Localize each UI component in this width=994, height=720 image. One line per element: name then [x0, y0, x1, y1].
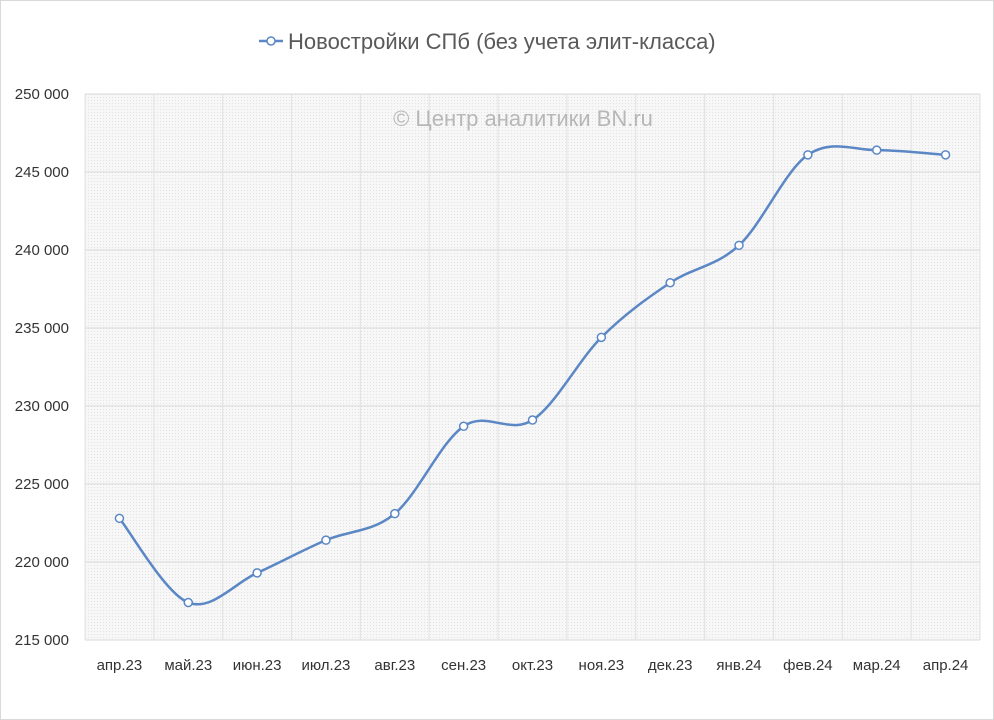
plot-area — [85, 94, 980, 640]
x-tick-label: апр.23 — [97, 657, 143, 674]
y-tick-label: 225 000 — [15, 476, 69, 493]
data-point[interactable] — [803, 150, 813, 160]
watermark: © Центр аналитики BN.ru — [393, 106, 653, 131]
legend-label: Новостройки СПб (без учета элит-класса) — [288, 29, 716, 54]
data-point[interactable] — [390, 508, 400, 519]
x-tick-label: окт.23 — [512, 657, 553, 674]
x-tick-label: апр.24 — [923, 657, 969, 674]
data-point[interactable] — [734, 240, 744, 251]
x-tick-label: ноя.23 — [579, 657, 625, 674]
legend: Новостройки СПб (без учета элит-класса) — [259, 29, 716, 54]
x-tick-label: авг.23 — [374, 657, 415, 674]
y-tick-label: 235 000 — [15, 320, 69, 337]
x-axis: апр.23 май.23 июн.23 июл.23 авг.23 сен.23 окт.… — [97, 657, 969, 674]
y-tick-label: 230 000 — [15, 398, 69, 415]
data-point[interactable] — [940, 150, 951, 160]
y-tick-label: 250 000 — [15, 86, 69, 103]
x-tick-label: июл.23 — [302, 657, 351, 674]
data-point[interactable] — [596, 332, 607, 343]
legend-point-marker — [266, 36, 276, 46]
series-layer — [114, 145, 951, 608]
data-point[interactable] — [871, 145, 882, 155]
data-point[interactable] — [114, 513, 125, 524]
y-axis: 215 000 220 000 225 000 230 000 235 000 240 0… — [15, 86, 69, 649]
x-tick-label: мар.24 — [853, 657, 901, 674]
x-tick-label: май.23 — [164, 657, 212, 674]
data-point[interactable] — [183, 597, 194, 608]
x-tick-label: фев.24 — [783, 657, 833, 674]
data-point[interactable] — [527, 415, 538, 425]
data-point[interactable] — [252, 568, 262, 578]
x-tick-label: дек.23 — [648, 657, 693, 674]
x-tick-label: июн.23 — [233, 657, 282, 674]
y-tick-label: 245 000 — [15, 164, 69, 181]
y-tick-label: 215 000 — [15, 632, 69, 649]
y-tick-label: 240 000 — [15, 242, 69, 259]
data-point[interactable] — [665, 278, 675, 288]
gridlines — [84, 93, 981, 641]
y-tick-label: 220 000 — [15, 554, 69, 571]
x-tick-label: янв.24 — [716, 657, 761, 674]
data-point[interactable] — [321, 535, 331, 545]
data-point[interactable] — [458, 421, 469, 432]
x-tick-label: сен.23 — [441, 657, 486, 674]
